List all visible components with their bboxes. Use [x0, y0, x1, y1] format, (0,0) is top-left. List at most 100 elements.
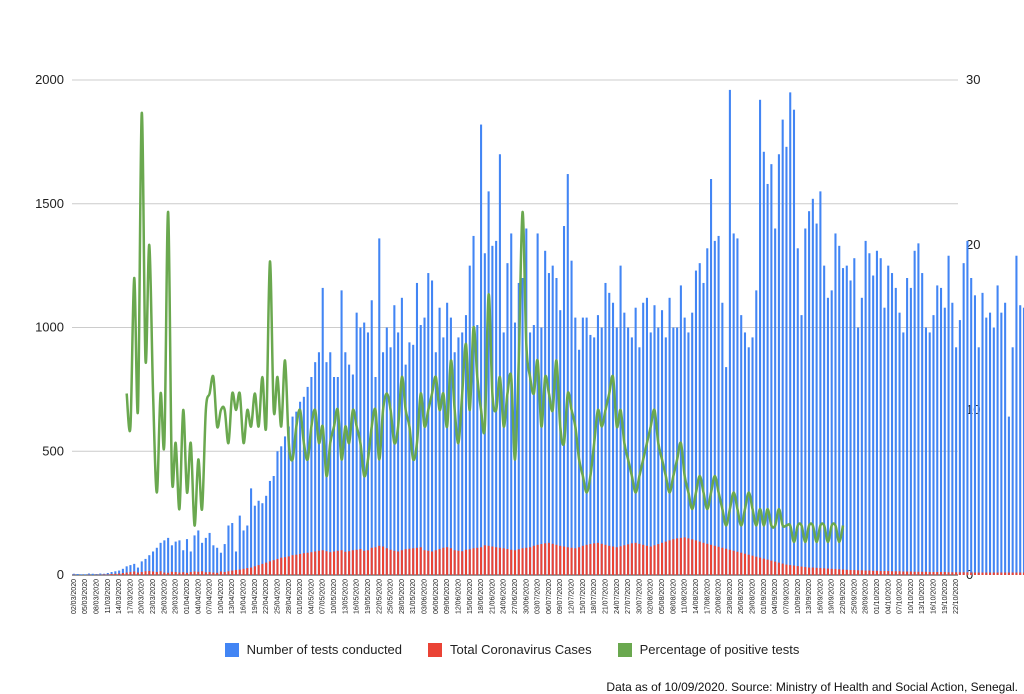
- x-tick-label: 16/04/2020: [241, 579, 248, 614]
- y-left-tick-label: 500: [42, 443, 64, 458]
- bar-tests: [159, 542, 162, 575]
- bar-tests: [103, 573, 106, 575]
- y-axis-right: 0 10 20 30: [966, 72, 980, 582]
- bar-tests: [834, 233, 837, 575]
- x-tick-label: 10/05/2020: [331, 579, 338, 614]
- cases-bars: [72, 537, 1024, 575]
- bar-tests: [336, 377, 339, 575]
- bar-cases: [208, 572, 211, 575]
- x-tick-label: 28/09/2020: [863, 579, 870, 614]
- x-tick-label: 22/09/2020: [840, 579, 847, 614]
- x-tick-label: 15/07/2020: [580, 579, 587, 614]
- bar-cases: [314, 551, 317, 575]
- x-tick-label: 22/04/2020: [263, 579, 270, 614]
- bar-cases: [581, 545, 584, 575]
- bar-cases: [325, 551, 328, 575]
- legend: Number of tests conducted Total Coronavi…: [0, 642, 1024, 657]
- bar-tests: [551, 265, 554, 575]
- x-tick-label: 09/06/2020: [444, 579, 451, 614]
- bar-tests: [449, 317, 452, 575]
- x-tick-label: 01/05/2020: [297, 579, 304, 614]
- bar-cases: [268, 561, 271, 575]
- bar-tests: [694, 270, 698, 575]
- y-axis-left: 0 500 1000 1500 2000: [35, 72, 64, 582]
- bar-tests: [487, 191, 490, 575]
- bar-tests: [789, 92, 792, 575]
- bar-tests: [355, 312, 358, 575]
- x-tick-label: 19/09/2020: [829, 579, 836, 614]
- bar-cases: [427, 550, 430, 575]
- bar-cases: [408, 548, 411, 575]
- bar-tests: [529, 332, 532, 575]
- bar-cases: [804, 567, 807, 575]
- bar-cases: [721, 547, 724, 575]
- tests-bars: [72, 89, 1024, 576]
- bar-cases: [789, 565, 792, 575]
- bar-cases: [962, 572, 965, 575]
- bar-cases: [834, 569, 837, 575]
- bar-tests: [687, 332, 690, 575]
- bar-cases: [713, 545, 716, 575]
- bar-tests: [76, 574, 79, 575]
- bar-tests: [400, 297, 403, 575]
- bar-cases: [348, 551, 351, 575]
- x-tick-label: 05/03/2020: [82, 579, 89, 614]
- bar-tests: [544, 250, 547, 575]
- bar-cases: [811, 567, 814, 575]
- bar-tests: [121, 568, 124, 575]
- bar-cases: [219, 571, 222, 575]
- bar-tests: [314, 362, 317, 575]
- x-tick-label: 13/04/2020: [229, 579, 236, 614]
- bar-cases: [114, 573, 117, 575]
- bar-cases: [808, 567, 811, 575]
- bar-tests: [811, 198, 814, 576]
- bar-cases: [687, 538, 690, 575]
- x-tick-label: 16/09/2020: [817, 579, 824, 614]
- bar-tests: [781, 119, 784, 575]
- x-tick-label: 05/08/2020: [659, 579, 666, 614]
- bar-tests: [661, 310, 664, 575]
- bar-tests: [823, 265, 826, 575]
- bar-cases: [336, 550, 339, 575]
- bar-tests: [95, 574, 98, 575]
- bar-cases: [370, 547, 373, 575]
- bar-cases: [589, 544, 592, 575]
- bar-tests: [280, 446, 283, 575]
- bar-cases: [932, 572, 935, 575]
- bar-tests: [808, 211, 811, 576]
- bar-tests: [706, 248, 709, 576]
- bar-cases: [551, 543, 554, 575]
- bar-tests: [547, 273, 550, 575]
- legend-swatch-cases: [428, 642, 443, 657]
- bar-cases: [216, 572, 219, 575]
- bar-cases: [958, 572, 961, 575]
- x-axis: 02/03/2020 05/03/2020 08/03/2020 11/03/2020…: [71, 579, 960, 614]
- bar-cases: [661, 542, 664, 575]
- x-tick-label: 14/08/2020: [693, 579, 700, 614]
- bar-cases: [717, 546, 720, 575]
- bar-cases: [461, 551, 464, 575]
- x-tick-label: 19/10/2020: [942, 579, 949, 614]
- bar-cases: [879, 571, 882, 575]
- bar-cases: [378, 545, 381, 575]
- bar-cases: [928, 572, 931, 575]
- x-tick-label: 18/06/2020: [478, 579, 485, 614]
- bar-tests: [272, 476, 275, 575]
- bar-tests: [525, 228, 528, 575]
- bar-tests: [581, 317, 584, 575]
- bar-cases: [155, 572, 158, 575]
- bar-cases: [434, 550, 437, 575]
- bar-cases: [781, 563, 784, 575]
- bar-tests: [257, 500, 260, 575]
- bar-tests: [585, 317, 588, 575]
- bar-tests: [698, 263, 701, 575]
- bar-cases: [351, 550, 354, 575]
- bar-tests: [332, 377, 336, 575]
- bar-tests: [348, 364, 351, 575]
- bar-tests: [434, 352, 437, 575]
- bar-tests: [857, 327, 860, 575]
- bar-tests: [887, 265, 890, 575]
- bar-tests: [167, 537, 170, 575]
- bar-cases: [457, 550, 460, 575]
- x-tick-label: 09/07/2020: [557, 579, 564, 614]
